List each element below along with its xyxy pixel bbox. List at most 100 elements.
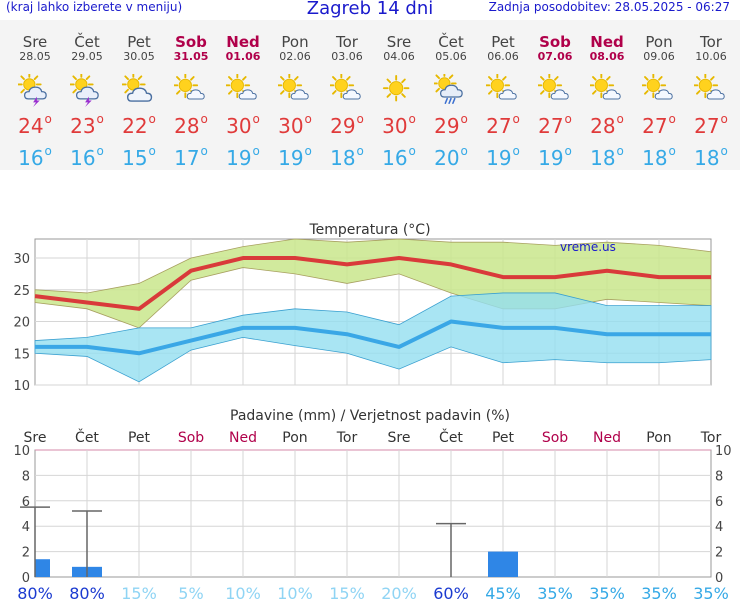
cloud-shape bbox=[654, 89, 673, 100]
last-update: Zadnja posodobitev: 28.05.2025 - 06:27 bbox=[488, 0, 730, 14]
day-date: 30.05 bbox=[123, 50, 155, 63]
cloud-outline bbox=[550, 89, 569, 100]
x-tick-label: Sob bbox=[178, 430, 204, 446]
max-temperature: 27o bbox=[633, 112, 685, 138]
rain-drop bbox=[452, 97, 456, 105]
sun-ray bbox=[176, 76, 181, 81]
sun-disc bbox=[542, 78, 556, 92]
header-region-hint[interactable]: (kraj lahko izberete v meniju) bbox=[6, 0, 183, 14]
cloud-shape bbox=[550, 89, 569, 100]
chart-title: Padavine (mm) / Verjetnost padavin (%) bbox=[230, 408, 510, 424]
temperature-chart: Temperatura (°C) 10 15 20 25 30 vreme.us bbox=[13, 222, 712, 394]
degree-symbol: o bbox=[408, 112, 416, 126]
max-temperature: 30o bbox=[217, 112, 269, 138]
sun-ray bbox=[124, 75, 129, 80]
sun-small-cloud-icon bbox=[538, 74, 569, 100]
degree-symbol: o bbox=[304, 144, 312, 158]
cloud-outline bbox=[654, 89, 673, 100]
day-header: Sre 04.06 bbox=[373, 34, 425, 63]
x-tick-label: Pet bbox=[128, 430, 151, 446]
min-temperature-value: 18 bbox=[590, 146, 616, 170]
min-temperature: 17o bbox=[165, 144, 217, 170]
sun-disc bbox=[646, 78, 660, 92]
degree-symbol: o bbox=[512, 144, 520, 158]
cloud-shape bbox=[23, 86, 47, 100]
cloud-shape bbox=[238, 89, 257, 100]
max-temperature: 22o bbox=[113, 112, 165, 138]
cloud-outline bbox=[342, 89, 361, 100]
cloud-outline bbox=[238, 89, 257, 100]
x-tick-label: Pet bbox=[492, 430, 515, 446]
day-header: Pet 06.06 bbox=[477, 34, 529, 63]
min-temperature-value: 16 bbox=[70, 146, 96, 170]
cloud-shape bbox=[439, 84, 463, 98]
cloud-outline bbox=[186, 89, 205, 100]
min-temperature: 16o bbox=[61, 144, 113, 170]
sun-ray bbox=[401, 93, 406, 98]
sun-ray bbox=[488, 76, 493, 81]
min-temperature: 15o bbox=[113, 144, 165, 170]
precipitation-bar bbox=[35, 559, 50, 577]
cloud-shape bbox=[290, 89, 309, 100]
day-header: Pet 30.05 bbox=[113, 34, 165, 63]
sun-ray bbox=[386, 93, 392, 98]
sun-ray bbox=[644, 90, 649, 95]
day-date: 02.06 bbox=[279, 50, 311, 63]
x-tick-label: Čet bbox=[439, 428, 463, 446]
sun-ray bbox=[20, 75, 25, 80]
min-temperature: 16o bbox=[373, 144, 425, 170]
day-date: 06.06 bbox=[487, 50, 519, 63]
degree-symbol: o bbox=[564, 144, 572, 158]
x-tick-label: Tor bbox=[700, 430, 722, 446]
chart-title: Temperatura (°C) bbox=[308, 222, 430, 238]
sun-ray bbox=[20, 88, 25, 94]
cloud-shape bbox=[342, 89, 361, 100]
cloud-shape bbox=[602, 89, 621, 100]
x-tick-label: Tor bbox=[336, 430, 358, 446]
sun-cloud-rain-icon bbox=[434, 74, 463, 105]
max-temperature: 23o bbox=[61, 112, 113, 138]
min-temperature: 18o bbox=[581, 144, 633, 170]
y-tick-label-right: 10 bbox=[715, 444, 732, 459]
max-temperature: 29o bbox=[425, 112, 477, 138]
y-tick-label-left: 4 bbox=[22, 520, 30, 535]
sun-ray bbox=[294, 76, 299, 81]
degree-symbol: o bbox=[96, 112, 104, 126]
y-tick-label: 10 bbox=[13, 379, 30, 394]
max-temperature-value: 27 bbox=[538, 114, 564, 138]
max-temperature-value: 30 bbox=[382, 114, 408, 138]
probability-label: 35% bbox=[693, 584, 729, 603]
y-tick-label: 25 bbox=[13, 284, 30, 299]
max-temperature-value: 30 bbox=[226, 114, 252, 138]
probability-label: 5% bbox=[178, 584, 203, 603]
y-tick-label-left: 10 bbox=[13, 444, 30, 459]
max-temperature-value: 24 bbox=[18, 114, 44, 138]
max-temperature: 24o bbox=[9, 112, 61, 138]
sun-ray bbox=[72, 75, 77, 80]
degree-symbol: o bbox=[720, 144, 728, 158]
probability-label: 15% bbox=[121, 584, 157, 603]
min-temperature-value: 19 bbox=[538, 146, 564, 170]
degree-symbol: o bbox=[356, 144, 364, 158]
cloud-outline bbox=[498, 89, 517, 100]
degree-symbol: o bbox=[720, 112, 728, 126]
sun-ray bbox=[644, 76, 649, 81]
day-header: Sre 28.05 bbox=[9, 34, 61, 63]
max-temperature: 27o bbox=[529, 112, 581, 138]
sun-ray bbox=[228, 90, 233, 95]
sun-ray bbox=[488, 90, 493, 95]
max-temperature: 30o bbox=[373, 112, 425, 138]
sun-small-cloud-icon bbox=[486, 74, 517, 100]
sun-ray bbox=[540, 76, 545, 81]
y-tick-label-left: 6 bbox=[22, 495, 30, 510]
day-header: Ned 08.06 bbox=[581, 34, 633, 63]
cloud-outline bbox=[602, 89, 621, 100]
x-tick-label: Sob bbox=[542, 430, 568, 446]
sun-ray bbox=[280, 76, 285, 81]
probability-label: 80% bbox=[17, 584, 53, 603]
probability-label: 45% bbox=[485, 584, 521, 603]
precipitation-chart: Padavine (mm) / Verjetnost padavin (%) Sr… bbox=[13, 408, 732, 603]
min-temperature: 18o bbox=[633, 144, 685, 170]
x-tick-label: Pon bbox=[646, 430, 671, 446]
sun-ray bbox=[658, 76, 663, 81]
